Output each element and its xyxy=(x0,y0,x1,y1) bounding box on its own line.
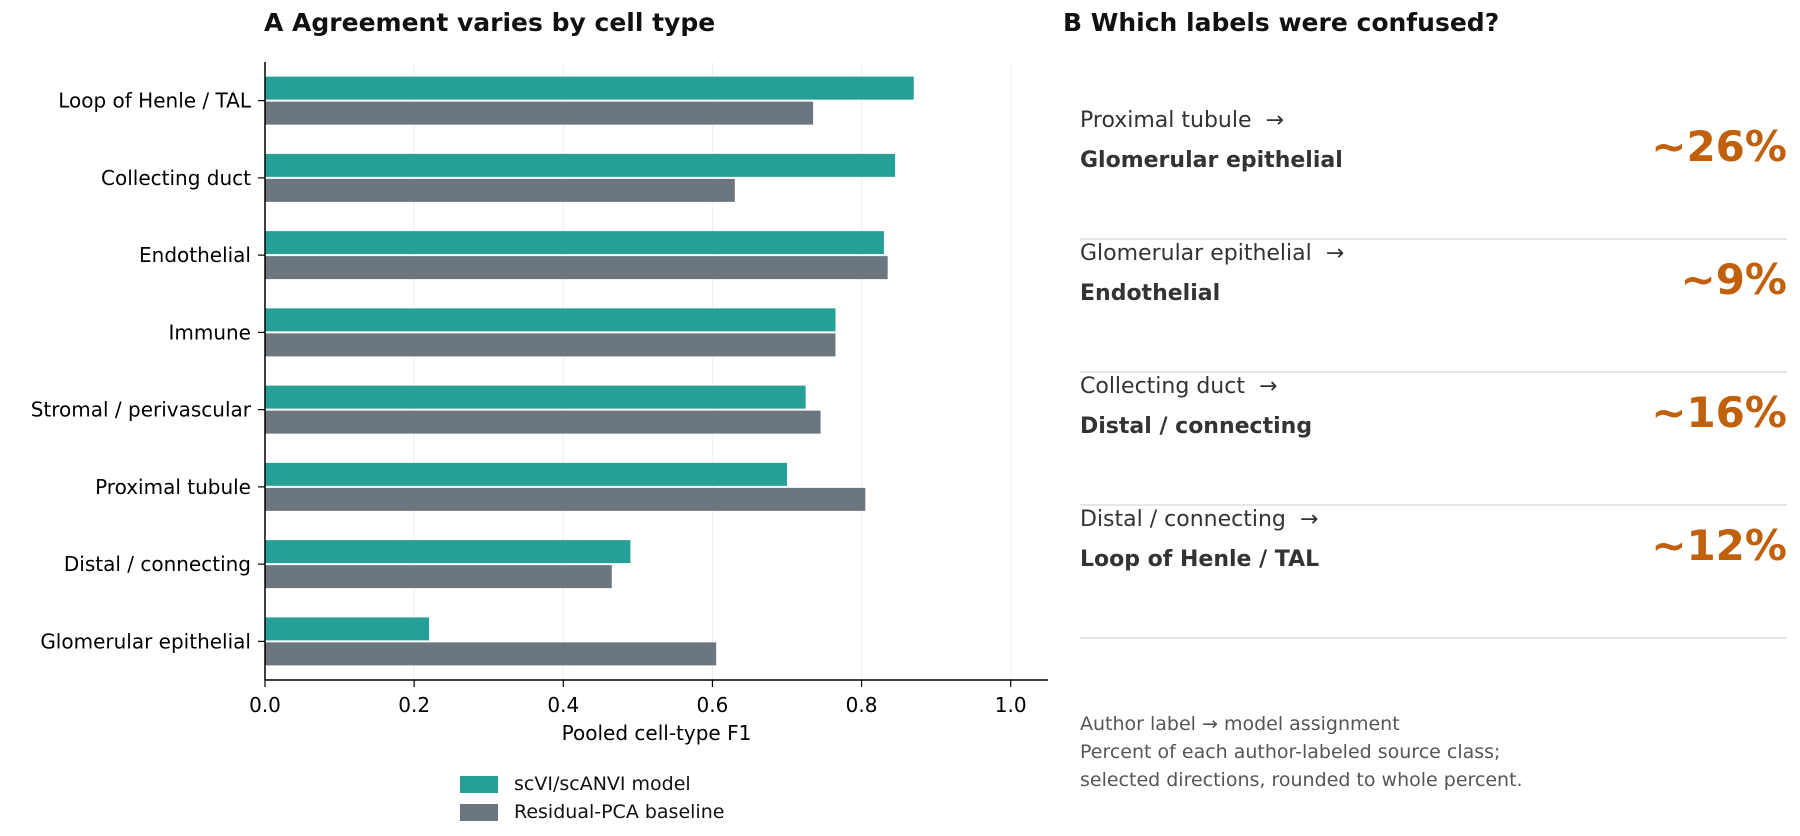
x-tick-label: 0.4 xyxy=(547,693,579,717)
legend-item-model: scVI/scANVI model xyxy=(460,770,724,798)
confusion-target: Loop of Henle / TAL xyxy=(1080,547,1320,572)
bar-baseline xyxy=(265,565,612,589)
bar-baseline xyxy=(265,487,866,511)
arrow-icon: → xyxy=(1258,374,1278,399)
confusion-target: Endothelial xyxy=(1080,281,1221,306)
confusion-source: Glomerular epithelial → xyxy=(1080,241,1345,266)
bar-model xyxy=(265,76,914,100)
panel-b-title: B Which labels were confused? xyxy=(1063,8,1500,37)
x-tick-label: 1.0 xyxy=(995,693,1027,717)
legend-swatch-baseline xyxy=(460,803,498,821)
confusion-percent: ~16% xyxy=(1651,388,1787,437)
bar-baseline xyxy=(265,178,735,202)
bar-model xyxy=(265,153,896,177)
bar-model xyxy=(265,617,430,641)
bar-baseline xyxy=(265,101,814,125)
confusion-item: Glomerular epithelial → Endothelial ~9% xyxy=(1080,241,1787,373)
x-tick-label: 0.2 xyxy=(398,693,430,717)
confusion-target: Glomerular epithelial xyxy=(1080,148,1343,173)
y-tick-label: Distal / connecting xyxy=(64,552,251,576)
bar-model xyxy=(265,462,787,486)
arrow-icon: → xyxy=(1299,507,1319,532)
bar-baseline xyxy=(265,256,888,280)
confusion-source: Distal / connecting → xyxy=(1080,507,1319,532)
bar-model xyxy=(265,385,806,409)
y-tick-label: Stromal / perivascular xyxy=(31,398,252,422)
y-tick-label: Endothelial xyxy=(139,243,251,267)
y-tick-label: Immune xyxy=(168,320,251,344)
arrow-icon: → xyxy=(1265,108,1284,133)
x-tick-label: 0.8 xyxy=(846,693,878,717)
confusion-item: Collecting duct → Distal / connecting ~1… xyxy=(1080,374,1787,506)
legend-label-baseline: Residual-PCA baseline xyxy=(514,801,725,823)
confusion-item: Proximal tubule → Glomerular epithelial … xyxy=(1080,108,1787,240)
confusion-item: Distal / connecting → Loop of Henle / TA… xyxy=(1080,507,1787,639)
chart-legend: scVI/scANVI model Residual-PCA baseline xyxy=(460,770,724,826)
note-line: Author label → model assignment xyxy=(1080,713,1400,735)
x-tick-label: 0.0 xyxy=(249,693,281,717)
bar-model xyxy=(265,540,631,564)
confusion-percent: ~9% xyxy=(1680,255,1788,304)
note-line: Percent of each author-labeled source cl… xyxy=(1080,741,1501,763)
arrow-icon: → xyxy=(1325,241,1345,266)
y-tick-label: Proximal tubule xyxy=(95,475,251,499)
y-tick-label: Collecting duct xyxy=(101,166,251,190)
bar-model xyxy=(265,231,884,255)
legend-swatch-model xyxy=(460,775,498,793)
panel-a-title: A Agreement varies by cell type xyxy=(264,8,716,37)
y-tick-label: Glomerular epithelial xyxy=(40,629,251,653)
bar-baseline xyxy=(265,642,717,666)
bar-model xyxy=(265,308,836,332)
confusion-source: Proximal tubule → xyxy=(1080,108,1284,133)
note-line: selected directions, rounded to whole pe… xyxy=(1080,769,1523,791)
confusion-source: Collecting duct → xyxy=(1080,374,1278,399)
y-tick-label: Loop of Henle / TAL xyxy=(58,89,252,113)
x-axis-label: Pooled cell-type F1 xyxy=(562,721,752,745)
confusion-percent: ~12% xyxy=(1651,521,1787,570)
panel-b-notes: Author label → model assignment Percent … xyxy=(1080,710,1523,794)
bar-baseline xyxy=(265,333,836,357)
legend-item-baseline: Residual-PCA baseline xyxy=(460,798,724,826)
legend-label-model: scVI/scANVI model xyxy=(514,773,691,795)
x-tick-label: 0.6 xyxy=(697,693,729,717)
confusion-percent: ~26% xyxy=(1651,122,1787,171)
bar-baseline xyxy=(265,410,821,434)
confusion-target: Distal / connecting xyxy=(1080,414,1313,439)
